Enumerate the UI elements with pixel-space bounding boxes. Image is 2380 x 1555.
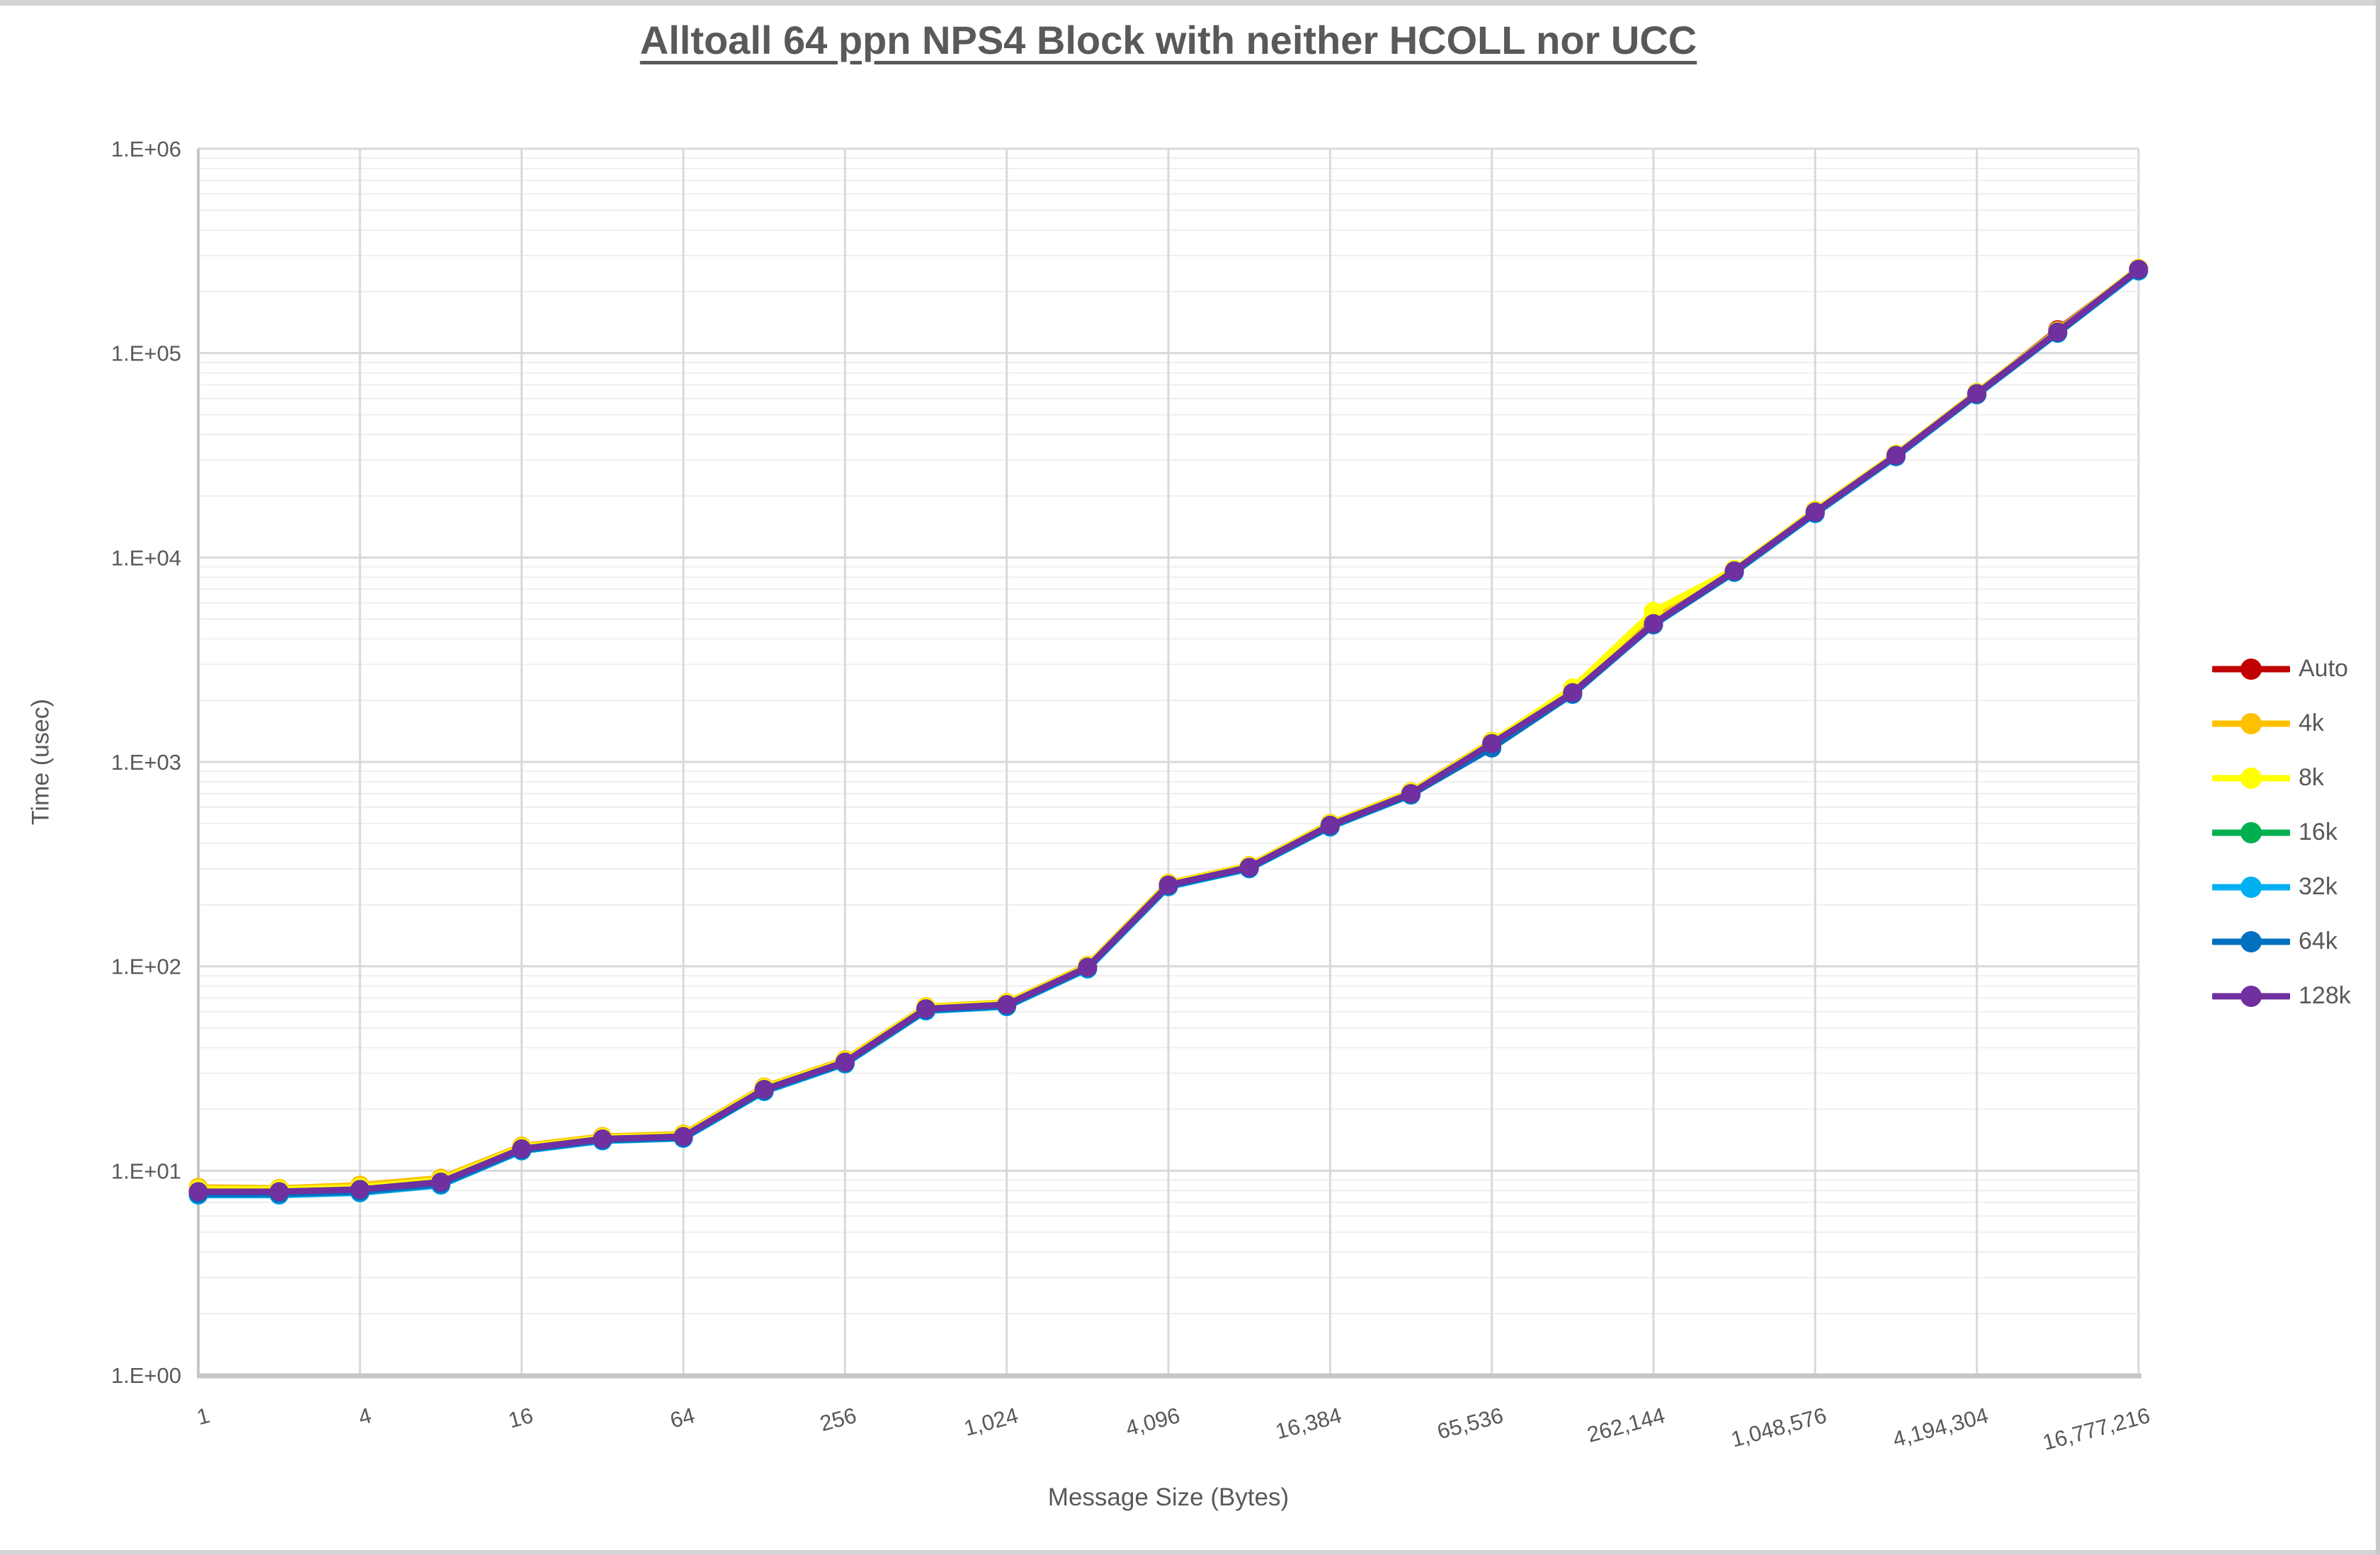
data-point [350, 1180, 370, 1200]
legend-marker [2240, 658, 2262, 680]
x-tick-label: 16,777,216 [2040, 1403, 2153, 1455]
data-point [997, 995, 1017, 1015]
data-point [2048, 322, 2068, 342]
x-tick-label: 1 [194, 1403, 212, 1430]
data-point [1886, 445, 1906, 465]
legend-marker [2240, 985, 2262, 1007]
data-point [1482, 734, 1502, 753]
y-tick-label: 1.E+00 [111, 1363, 181, 1388]
legend-label: 8k [2299, 764, 2324, 791]
chart-legend: Auto 4k 8k 16k 32k 64k 128k [2212, 642, 2351, 1023]
legend-item-32k: 32k [2212, 860, 2351, 914]
legend-marker [2240, 930, 2262, 952]
data-point [1320, 815, 1340, 835]
data-point [593, 1129, 613, 1149]
chart-title: Alltoall 64 ppn NPS4 Block with neither … [639, 18, 1697, 62]
legend-label: 64k [2299, 928, 2338, 955]
data-point [431, 1172, 450, 1192]
legend-item-4k: 4k [2212, 696, 2351, 751]
series-128k [188, 259, 2148, 1202]
legend-item-8k: 8k [2212, 751, 2351, 805]
data-point [1967, 384, 1987, 404]
x-tick-label: 16,384 [1272, 1403, 1344, 1444]
y-tick-label: 1.E+02 [111, 955, 181, 979]
data-point [269, 1182, 289, 1202]
y-tick-label: 1.E+01 [111, 1158, 181, 1183]
legend-label: Auto [2299, 655, 2348, 682]
legend-marker [2240, 767, 2262, 789]
legend-swatch-128k [2212, 985, 2290, 1007]
x-tick-label: 262,144 [1585, 1403, 1668, 1447]
legend-swatch-8k [2212, 767, 2290, 789]
legend-item-128k: 128k [2212, 969, 2351, 1023]
legend-marker [2240, 712, 2262, 734]
legend-item-16k: 16k [2212, 805, 2351, 860]
data-point [1563, 683, 1583, 702]
x-tick-label: 4 [355, 1403, 374, 1430]
y-tick-label: 1.E+04 [111, 545, 181, 570]
data-point [1078, 957, 1098, 977]
x-axis-title: Message Size (Bytes) [1047, 1483, 1289, 1511]
x-tick-label: 64 [667, 1403, 697, 1433]
legend-item-64k: 64k [2212, 914, 2351, 969]
legend-marker [2240, 876, 2262, 898]
data-point [1158, 875, 1178, 895]
window-edge-bottom [0, 1550, 2380, 1555]
legend-swatch-4k [2212, 712, 2290, 734]
x-tick-label: 4,096 [1123, 1403, 1183, 1441]
legend-swatch-auto [2212, 658, 2290, 680]
data-point [1724, 561, 1744, 581]
x-tick-labels: 1 4 16 64 256 1,024 4,096 16,384 65,536 262,144 1,… [194, 1403, 2153, 1455]
legend-label: 16k [2299, 819, 2338, 845]
data-point [1401, 784, 1420, 804]
legend-item-auto: Auto [2212, 642, 2351, 696]
data-point [1805, 502, 1825, 522]
y-tick-label: 1.E+05 [111, 341, 181, 366]
data-point [1644, 614, 1663, 634]
data-point [512, 1139, 532, 1158]
window-edge-top [0, 0, 2380, 6]
y-tick-label: 1.E+06 [111, 137, 181, 161]
x-tick-label: 1,048,576 [1729, 1403, 1829, 1452]
x-tick-label: 1,024 [961, 1403, 1020, 1441]
data-point [673, 1127, 693, 1146]
legend-label: 4k [2299, 710, 2324, 736]
x-tick-label: 16 [506, 1403, 535, 1433]
legend-swatch-32k [2212, 876, 2290, 898]
window-edge-right [2376, 0, 2380, 1555]
legend-label: 32k [2299, 873, 2338, 900]
data-point [188, 1182, 208, 1202]
legend-marker [2240, 821, 2262, 843]
data-point [1239, 858, 1259, 877]
x-tick-label: 65,536 [1435, 1403, 1506, 1444]
data-point [916, 999, 935, 1019]
y-tick-label: 1.E+03 [111, 750, 181, 775]
data-point [2129, 259, 2148, 279]
x-tick-label: 256 [817, 1403, 859, 1436]
legend-swatch-16k [2212, 821, 2290, 843]
legend-swatch-64k [2212, 930, 2290, 952]
legend-label: 128k [2299, 982, 2351, 1009]
data-point [754, 1079, 774, 1099]
y-tick-labels: 1.E+00 1.E+01 1.E+02 1.E+03 1.E+04 1.E+05 1.E+… [111, 137, 181, 1388]
x-tick-label: 4,194,304 [1890, 1403, 1991, 1452]
data-point [835, 1052, 855, 1072]
